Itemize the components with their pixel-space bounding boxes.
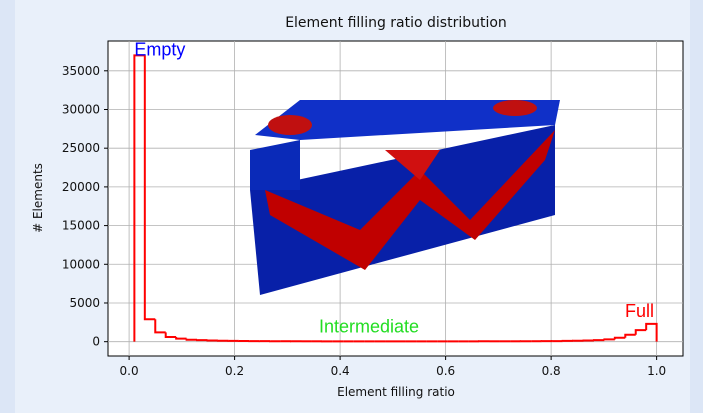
image-corner xyxy=(268,115,312,135)
x-axis-label: Element filling ratio xyxy=(337,385,455,399)
y-tick-label: 0 xyxy=(92,335,100,349)
x-tick-label: 0.6 xyxy=(436,364,455,378)
histogram-step xyxy=(187,339,197,340)
x-tick-label: 0.2 xyxy=(225,364,244,378)
x-tick-label: 0.4 xyxy=(331,364,350,378)
y-tick-label: 20000 xyxy=(62,180,100,194)
y-axis-label: # Elements xyxy=(31,163,45,233)
x-tick-label: 0.8 xyxy=(542,364,561,378)
y-tick-label: 15000 xyxy=(62,219,100,233)
chart: 0.0 0.2 0.4 0.6 0.8 1.0 0 5000 10000 15000 20000 25… xyxy=(0,0,703,413)
y-tick-label: 10000 xyxy=(62,257,100,271)
chart-title: Element filling ratio distribution xyxy=(285,15,507,31)
image-corner xyxy=(493,100,537,116)
page: {"chart_data": {"type": "histogram", "ti… xyxy=(0,0,703,413)
y-tick-label: 25000 xyxy=(62,141,100,155)
y-tick-label: 5000 xyxy=(69,296,100,310)
annotation: Full xyxy=(625,301,654,321)
y-tick-label: 35000 xyxy=(62,64,100,78)
annotation: Intermediate xyxy=(319,316,419,336)
x-tick-label: 1.0 xyxy=(647,364,666,378)
y-tick-label: 30000 xyxy=(62,102,100,116)
x-tick-label: 0.0 xyxy=(120,364,139,378)
histogram-step xyxy=(604,339,614,340)
annotation: Empty xyxy=(134,39,185,59)
